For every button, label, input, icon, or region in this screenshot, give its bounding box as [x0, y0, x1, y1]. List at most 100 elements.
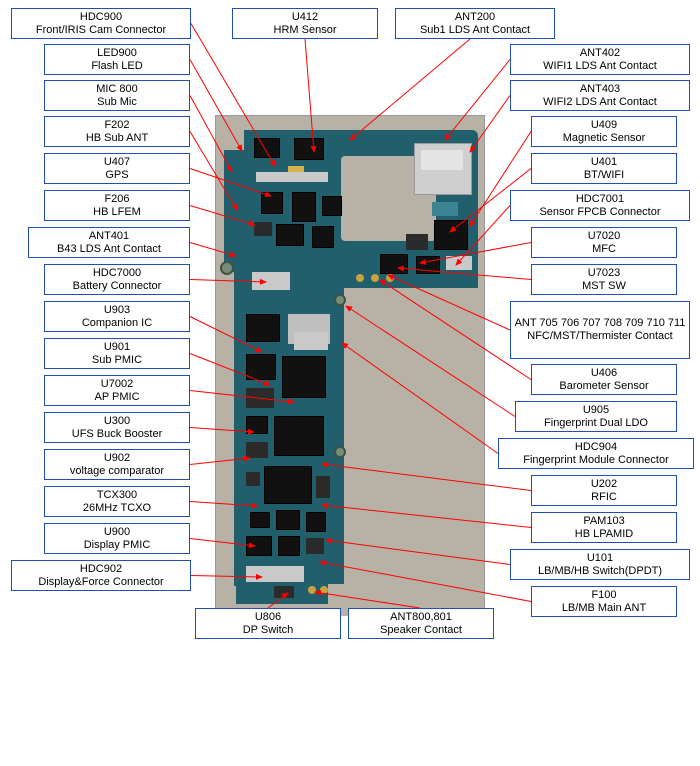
label-code: LED900 — [97, 47, 137, 60]
connector — [256, 172, 328, 182]
chip — [312, 226, 334, 248]
label-code: U900 — [104, 526, 130, 539]
chip — [261, 192, 283, 214]
label-code: ANT402 — [580, 47, 620, 60]
label-desc: Sensor FPCB Connector — [539, 206, 660, 219]
label-desc: 26MHz TCXO — [83, 502, 151, 515]
label-desc: HRM Sensor — [274, 24, 337, 37]
label-desc: Sub Mic — [97, 96, 137, 109]
label-desc: Sub1 LDS Ant Contact — [420, 24, 530, 37]
label-ant705: ANT 705 706 707 708 709 710 711NFC/MST/T… — [510, 301, 690, 359]
label-u101: U101LB/MB/HB Switch(DPDT) — [510, 549, 690, 580]
label-hdc900: HDC900Front/IRIS Cam Connector — [11, 8, 191, 39]
chip — [246, 314, 280, 342]
label-desc: Fingerprint Module Connector — [523, 454, 669, 467]
label-u900: U900Display PMIC — [44, 523, 190, 554]
label-desc: Front/IRIS Cam Connector — [36, 24, 166, 37]
chip — [292, 192, 316, 222]
label-desc: DP Switch — [243, 624, 294, 637]
label-desc: Companion IC — [82, 317, 152, 330]
connector — [252, 272, 290, 290]
label-desc: LB/MB Main ANT — [562, 602, 646, 615]
label-code: ANT200 — [455, 11, 495, 24]
label-u407: U407GPS — [44, 153, 190, 184]
chip — [250, 512, 270, 528]
label-u7020: U7020MFC — [531, 227, 677, 258]
label-u903: U903Companion IC — [44, 301, 190, 332]
label-desc: GPS — [105, 169, 128, 182]
label-f202: F202HB Sub ANT — [44, 116, 190, 147]
connector — [294, 332, 328, 350]
label-code: U7002 — [101, 378, 133, 391]
label-u412: U412HRM Sensor — [232, 8, 378, 39]
label-u905: U905Fingerprint Dual LDO — [515, 401, 677, 432]
label-code: F100 — [591, 589, 616, 602]
label-code: PAM103 — [583, 515, 624, 528]
chip — [278, 536, 300, 556]
chip — [254, 222, 272, 236]
label-code: MIC 800 — [96, 83, 138, 96]
pad — [308, 586, 316, 594]
pad — [356, 274, 364, 282]
label-code: U902 — [104, 452, 130, 465]
label-desc: Display&Force Connector — [38, 576, 163, 589]
label-hdc902: HDC902Display&Force Connector — [11, 560, 191, 591]
pcb-right-cut — [344, 288, 484, 604]
label-desc: B43 LDS Ant Contact — [57, 243, 161, 256]
label-code: F202 — [104, 119, 129, 132]
label-ant200: ANT200Sub1 LDS Ant Contact — [395, 8, 555, 39]
label-code: U806 — [255, 611, 281, 624]
pcb-hole — [334, 446, 346, 458]
label-desc: voltage comparator — [70, 465, 164, 478]
label-desc: WIFI1 LDS Ant Contact — [543, 60, 657, 73]
label-code: U901 — [104, 341, 130, 354]
label-desc: HB Sub ANT — [86, 132, 148, 145]
chip-large — [264, 466, 312, 504]
label-desc: AP PMIC — [94, 391, 139, 404]
label-u902: U902voltage comparator — [44, 449, 190, 480]
label-desc: HB LFEM — [93, 206, 141, 219]
label-pam103: PAM103HB LPAMID — [531, 512, 677, 543]
label-desc: Battery Connector — [73, 280, 162, 293]
chip — [406, 234, 428, 250]
label-hdc7001: HDC7001Sensor FPCB Connector — [510, 190, 690, 221]
chip — [306, 512, 326, 532]
label-desc: Barometer Sensor — [559, 380, 648, 393]
label-code: ANT403 — [580, 83, 620, 96]
label-desc: Speaker Contact — [380, 624, 462, 637]
label-desc: UFS Buck Booster — [72, 428, 162, 441]
pcb-hole — [220, 261, 234, 275]
pcb-hole — [334, 294, 346, 306]
label-code: U7020 — [588, 230, 620, 243]
label-desc: WIFI2 LDS Ant Contact — [543, 96, 657, 109]
chip — [322, 196, 342, 216]
connector — [446, 256, 472, 270]
label-desc: Sub PMIC — [92, 354, 142, 367]
connector — [246, 566, 304, 582]
pcb-notch-top-left — [216, 116, 244, 150]
label-desc: BT/WIFI — [584, 169, 624, 182]
label-code: U7023 — [588, 267, 620, 280]
label-u901: U901Sub PMIC — [44, 338, 190, 369]
chip — [246, 388, 274, 408]
diagram-canvas: HDC900Front/IRIS Cam Connector LED900Flas… — [0, 0, 700, 766]
label-led900: LED900Flash LED — [44, 44, 190, 75]
label-f206: F206HB LFEM — [44, 190, 190, 221]
label-code: HDC7001 — [576, 193, 624, 206]
pad — [320, 586, 328, 594]
silk — [432, 202, 458, 216]
label-code: U300 — [104, 415, 130, 428]
chip — [246, 416, 268, 434]
label-tcx300: TCX30026MHz TCXO — [44, 486, 190, 517]
label-desc: MST SW — [582, 280, 626, 293]
label-desc: LB/MB/HB Switch(DPDT) — [538, 565, 662, 578]
label-mic800: MIC 800Sub Mic — [44, 80, 190, 111]
label-code: U407 — [104, 156, 130, 169]
label-u401: U401BT/WIFI — [531, 153, 677, 184]
chip — [274, 586, 294, 598]
chip — [246, 536, 272, 556]
label-u406: U406Barometer Sensor — [531, 364, 677, 395]
chip — [294, 138, 324, 160]
chip — [276, 510, 300, 530]
label-code: U101 — [587, 552, 613, 565]
